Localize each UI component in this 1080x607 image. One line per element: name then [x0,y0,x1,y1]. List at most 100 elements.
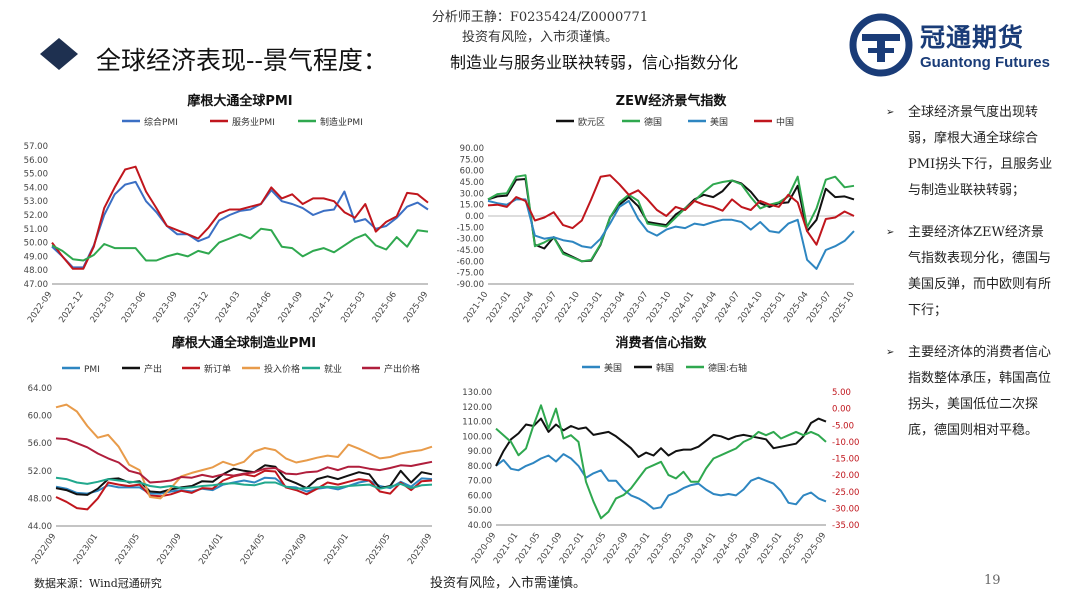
y-tick-label: -45.00 [457,246,484,256]
y-tick-label: 90.00 [460,144,484,154]
y-tick-label: 49.00 [24,252,48,262]
y-right-tick-label: -15.00 [832,455,859,465]
x-tick-label: 2022-12 [57,290,86,324]
y-tick-label: 56.00 [28,439,52,449]
x-tick-label: 2023/01 [72,532,100,567]
y-tick-label: 45.00 [460,178,484,188]
x-axis: 2020-092021-012021-052021-092022-012022-… [470,531,829,566]
y-tick-label: 56.00 [24,156,48,166]
x-tick-label: 2022-09 [26,290,55,324]
y-tick-label: 53.00 [24,197,48,207]
x-tick-label: 2023-12 [183,290,212,324]
y-tick-label: 75.00 [460,155,484,165]
x-tick-label: 2024-03 [214,290,243,324]
x-tick-label: 2025/01 [322,532,350,567]
bullet-1: ➢ 全球经济景气度出现转弱，摩根大通全球综合PMI拐头下行，且服务业与制造业联袂… [886,100,1056,204]
y-axis-right: -35.00 -30.00 -25.00 -20.00 -15.00 -10.00 -5.0… [832,388,859,531]
chart-legend: 美国 韩国 德国:右轴 [582,362,747,374]
y-tick-label: 48.00 [28,494,52,504]
legend-label: 中国 [776,116,794,128]
series-line [495,453,827,510]
series-group [55,403,433,511]
y-tick-label: 110.00 [462,418,492,428]
y-right-tick-label: -30.00 [832,504,859,514]
x-tick-label: 2024/01 [197,532,225,567]
y-tick-label: -75.00 [457,269,484,279]
y-tick-label: 120.00 [462,403,492,413]
series-line [51,180,429,269]
arrow-icon: ➢ [886,107,895,118]
x-tick-label: 2024-09 [277,290,306,324]
y-tick-label: 52.00 [24,211,48,221]
x-tick-label: 2023-09 [151,290,180,324]
bullet-text: 主要经济体ZEW经济景气指数表现分化，德国与美国反弹，而中欧则有所下行； [908,225,1052,318]
bullet-text: 全球经济景气度出现转弱，摩根大通全球综合PMI拐头下行，且服务业与制造业联袂转弱… [908,105,1053,198]
series-group [51,165,429,270]
series-line [55,476,433,490]
x-tick-label: 2025-06 [371,290,400,324]
y-tick-label: 47.00 [24,280,48,290]
y-tick-label: 90.00 [468,447,492,457]
y-axis: 47.00 48.00 49.00 50.00 51.00 52.00 53.00 54.00… [24,142,48,290]
x-tick-label: 2023/09 [155,532,183,567]
y-tick-label: 60.00 [468,491,492,501]
y-tick-label: 48.00 [24,266,48,276]
series-line [55,464,433,496]
y-tick-label: 50.00 [468,506,492,516]
summary-panel: ➢ 全球经济景气度出现转弱，摩根大通全球综合PMI拐头下行，且服务业与制造业联袂… [886,100,1056,460]
legend-label: 就业 [324,363,342,375]
x-tick-label: 2025-03 [339,290,368,324]
chart-title: 摩根大通全球PMI [187,93,292,109]
legend-label: 服务业PMI [232,116,275,128]
y-axis: 40.00 50.00 60.00 70.00 80.00 90.00 100.00 110.… [462,388,492,531]
y-right-tick-label: -25.00 [832,488,859,498]
series-line [495,417,827,467]
chart-legend: 欧元区 德国 美国 中国 [556,116,794,128]
slide-subtitle: 制造业与服务业联袂转弱，信心指数分化 [450,53,739,72]
y-tick-label: 52.00 [28,467,52,477]
diamond-icon [40,38,78,70]
x-tick-label: 2023-06 [120,290,149,324]
x-tick-label: 2025-09 [402,290,431,324]
y-axis: -90.00-75.00 -60.00-45.00-30.00 -15.000.00… [457,144,484,290]
legend-label: 综合PMI [144,116,178,128]
series-group [495,404,827,520]
legend-label: 产出价格 [384,363,420,375]
x-tick-label: 2025/05 [364,532,392,567]
y-right-tick-label: -5.00 [832,421,854,431]
page-number: 19 [984,573,1001,588]
x-tick-label: 2024/09 [281,532,309,567]
y-right-tick-label: 5.00 [832,388,851,398]
company-logo: 冠通期货 Guantong Futures [848,12,1068,78]
y-tick-label: -30.00 [457,235,484,245]
chart-legend: PMI 产出 新订单 投入价格 就业 产出价格 [62,363,420,375]
y-tick-label: 80.00 [468,462,492,472]
legend-label: 新订单 [204,363,231,375]
bullet-2: ➢ 主要经济体ZEW经济景气指数表现分化，德国与美国反弹，而中欧则有所下行； [886,220,1056,324]
series-line [495,404,827,520]
x-tick-label: 2024-12 [308,290,337,324]
chart-legend: 综合PMI 服务业PMI 制造业PMI [122,116,363,128]
logo-en-text: Guantong Futures [920,54,1050,71]
series-line [55,403,433,500]
legend-label: 投入价格 [264,363,300,375]
y-tick-label: 30.00 [460,189,484,199]
x-axis: 2022/09 2023/01 2023/05 2023/09 2024/01 2024/… [30,532,434,567]
legend-label: 韩国 [656,362,674,374]
logo-mark-icon [849,13,913,77]
bullet-text: 主要经济体的消费者信心指数整体承压，韩国高位拐头，美国低位二次探底，德国则相对平… [908,345,1052,438]
y-tick-label: 60.00 [28,412,52,422]
series-line [487,198,855,270]
legend-label: 德国 [644,116,662,128]
slide-title: 全球经济表现--景气程度： [96,46,388,75]
chart-global-mfg-pmi: 摩根大通全球制造业PMI PMI 产出 新订单 投入价格 就业 产出价格 44.00 48.00… [28,335,435,567]
legend-label: PMI [84,365,100,375]
logo-cn-text: 冠通期货 [920,23,1025,52]
data-source: 数据来源：Wind冠通研究 [34,577,162,590]
series-line [51,165,429,270]
y-tick-label: 40.00 [468,521,492,531]
y-tick-label: 100.00 [462,432,492,442]
series-line [51,227,429,262]
y-right-tick-label: -20.00 [832,471,859,481]
